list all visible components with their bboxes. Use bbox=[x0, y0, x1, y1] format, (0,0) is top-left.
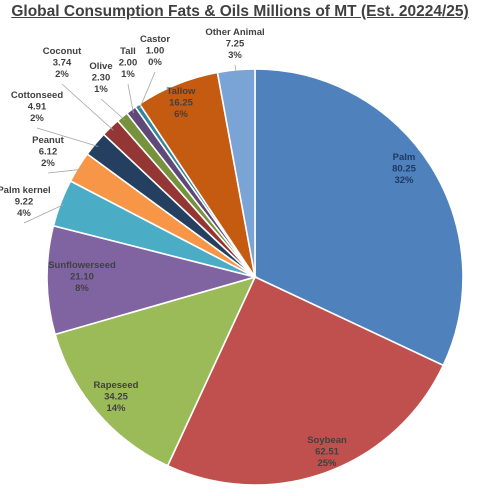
leader-line-palm-kernel bbox=[23, 203, 65, 224]
leader-line-tall bbox=[127, 83, 134, 114]
slice-palm bbox=[254, 68, 464, 367]
label-tall: Tall 2.00 1% bbox=[119, 46, 138, 80]
pie-slices bbox=[46, 68, 464, 486]
leader-line-olive bbox=[100, 98, 126, 121]
leader-line-cottonseed bbox=[36, 127, 99, 147]
label-peanut: Peanut 6.12 2% bbox=[32, 135, 65, 169]
leader-line-castor bbox=[139, 71, 156, 109]
label-coconut: Coconut 3.74 2% bbox=[43, 46, 82, 80]
data-labels: Palm 80.25 32% Soybean 62.51 25% Rapeseed 34.25… bbox=[0, 27, 417, 469]
label-cottonseed: Cottonseed 4.91 2% bbox=[11, 90, 63, 124]
leader-line-coconut bbox=[61, 83, 114, 131]
label-palm-kernel: Palm kernel 9.22 4% bbox=[0, 185, 51, 219]
slice-soybean bbox=[166, 275, 445, 486]
leader-lines bbox=[23, 64, 237, 224]
slice-rapeseed bbox=[54, 275, 257, 467]
leader-line-peanut bbox=[47, 168, 82, 174]
label-tallow: Tallow 16.25 6% bbox=[167, 86, 196, 120]
chart-title: Global Consumption Fats & Oils Millions … bbox=[11, 3, 469, 20]
label-castor: Castor 1.00 0% bbox=[140, 34, 170, 68]
label-other-animal: Other Animal 7.25 3% bbox=[205, 27, 264, 61]
label-sunflowerseed: Sunflowerseed 21.10 8% bbox=[48, 260, 116, 294]
leader-line-other-animal bbox=[234, 64, 237, 74]
slice-sunflowerseed bbox=[46, 224, 259, 336]
label-palm: Palm 80.25 32% bbox=[392, 152, 416, 186]
label-rapeseed: Rapeseed 34.25 14% bbox=[94, 380, 139, 414]
label-soybean: Soybean 62.51 25% bbox=[307, 435, 347, 469]
label-olive: Olive 2.30 1% bbox=[89, 61, 112, 95]
